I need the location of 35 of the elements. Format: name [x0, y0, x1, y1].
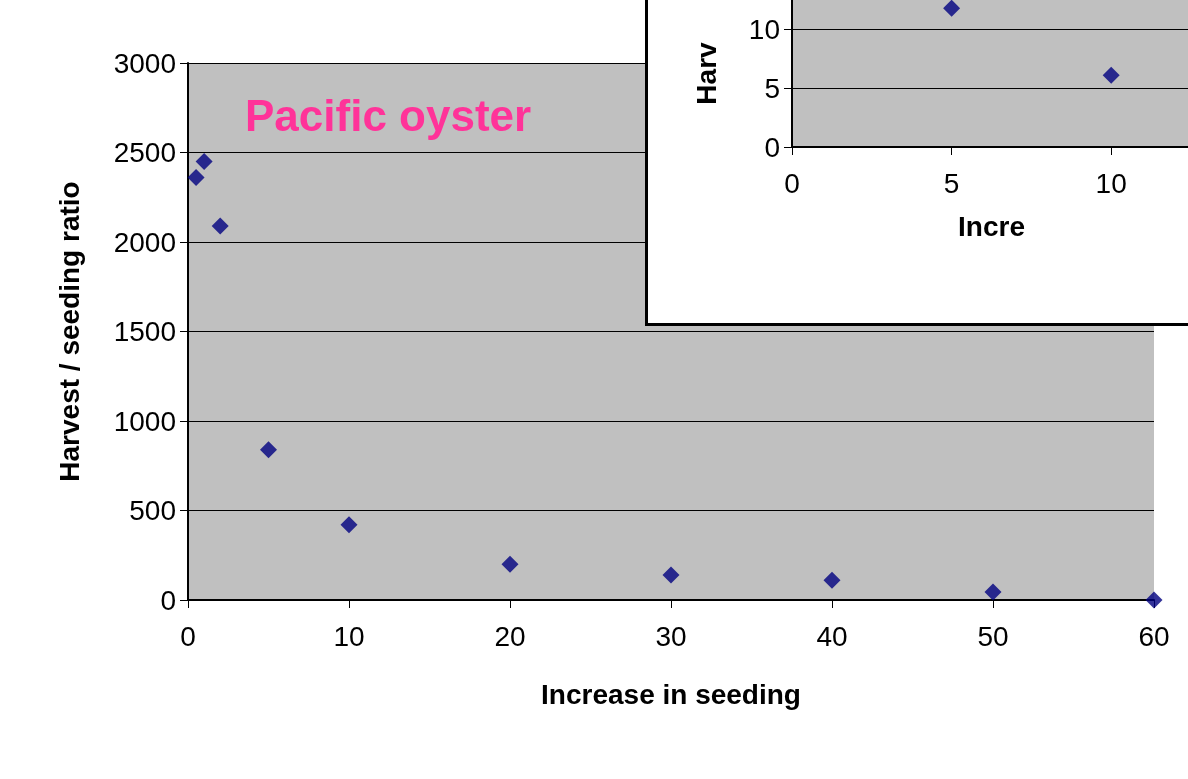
x-tick-label: 30: [655, 620, 687, 652]
x-tick-label: 10: [333, 620, 365, 652]
y-axis-title: Harv: [690, 41, 722, 105]
point: [187, 169, 205, 187]
x-tick-label: 40: [816, 620, 848, 652]
y-tick-label: 500: [129, 495, 176, 526]
x-axis-title: Increase in seeding: [541, 678, 801, 710]
point: [195, 152, 213, 170]
point: [1145, 591, 1163, 609]
y-tick-label: 1500: [113, 316, 176, 347]
y-tick-label: 3000: [113, 47, 176, 79]
x-tick-label: 10: [1095, 167, 1127, 199]
y-tick-label: 5: [764, 72, 780, 104]
x-tick-label: 0: [180, 620, 196, 652]
y-tick-label: 1000: [113, 405, 176, 437]
x-tick-label: 50: [977, 620, 1009, 652]
x-axis-title: Incre: [958, 210, 1025, 242]
point: [260, 441, 277, 459]
y-tick-label: 0: [160, 584, 176, 616]
point: [984, 583, 1002, 601]
point: [340, 516, 358, 534]
point: [823, 571, 841, 589]
point: [501, 555, 519, 573]
point: [662, 566, 680, 584]
point: [211, 217, 229, 235]
y-tick-label: 0: [764, 131, 780, 163]
x-tick-label: 0: [784, 167, 800, 199]
x-tick-label: 60: [1138, 620, 1170, 652]
y-tick-label: 10: [748, 13, 780, 45]
y-tick-label: 2000: [113, 226, 176, 258]
y-tick-label: 2500: [113, 137, 176, 168]
text: Pacific oyster: [245, 90, 532, 140]
y-axis-title: Harvest / seeding ratio: [53, 181, 85, 482]
x-tick-label: 5: [943, 167, 960, 199]
x-tick-label: 20: [494, 620, 526, 652]
